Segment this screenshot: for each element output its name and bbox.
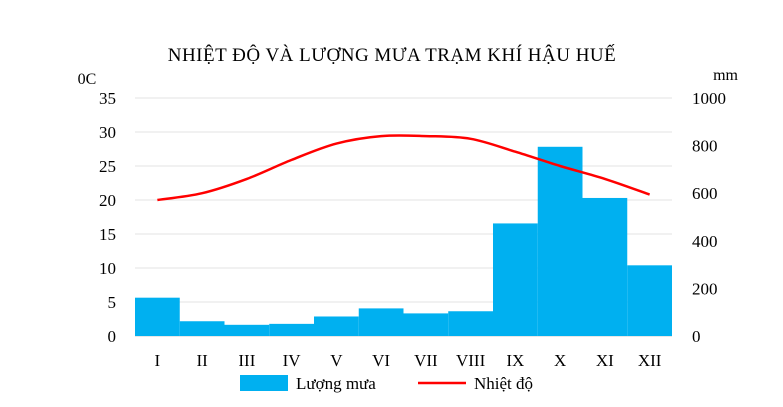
gridlines	[135, 97, 672, 337]
left-axis-tick-label: 15	[99, 225, 116, 244]
right-axis-tick-label: 800	[692, 137, 718, 156]
x-axis-category-label: XI	[596, 351, 614, 370]
right-axis-tick-label: 600	[692, 184, 718, 203]
x-axis-category-label: II	[196, 351, 208, 370]
x-axis-category-label: VII	[414, 351, 438, 370]
rainfall-bar	[493, 223, 538, 336]
x-axis-category-label: VI	[372, 351, 390, 370]
legend: Lượng mưa Nhiệt độ	[240, 374, 533, 393]
temperature-line-group	[157, 134, 651, 202]
x-axis-category-label: X	[554, 351, 566, 370]
temperature-line	[157, 134, 651, 202]
left-axis-unit-label: 0C	[78, 71, 97, 88]
x-axis-category-label: XII	[638, 351, 662, 370]
rainfall-bar	[448, 311, 493, 336]
left-axis-tick-label: 0	[108, 327, 117, 346]
rainfall-bar	[403, 313, 449, 336]
legend-rainfall-label: Lượng mưa	[296, 374, 376, 393]
rainfall-bar	[537, 146, 583, 336]
left-axis-tick-label: 30	[99, 123, 116, 142]
x-axis-category-label: VIII	[456, 351, 486, 370]
x-axis-category-label: IX	[506, 351, 524, 370]
x-axis-category-label: III	[238, 351, 255, 370]
left-axis-tick-label: 25	[99, 157, 116, 176]
rainfall-bar	[358, 308, 404, 336]
rainfall-bars	[135, 146, 672, 336]
rainfall-bar	[627, 265, 672, 336]
left-axis-tick-label: 10	[99, 259, 116, 278]
right-axis-unit-label: mm	[713, 67, 738, 84]
right-axis-tick-label: 1000	[692, 89, 726, 108]
x-axis-category-label: V	[330, 351, 343, 370]
right-axis-tick-label: 0	[692, 327, 701, 346]
x-axis-category-label: IV	[283, 351, 302, 370]
rainfall-bar	[135, 297, 180, 336]
legend-rainfall-swatch	[240, 375, 288, 391]
rainfall-bar	[269, 323, 314, 336]
rainfall-bar	[179, 321, 225, 336]
x-axis-category-label: I	[155, 351, 161, 370]
left-axis-tick-label: 20	[99, 191, 116, 210]
rainfall-bar	[314, 316, 359, 336]
right-axis-tick-label: 400	[692, 232, 718, 251]
left-axis-tick-label: 5	[108, 293, 117, 312]
left-axis-tick-label: 35	[99, 89, 116, 108]
chart-title: NHIỆT ĐỘ VÀ LƯỢNG MƯA TRẠM KHÍ HẬU HUẾ	[168, 44, 617, 66]
right-axis-tick-label: 200	[692, 279, 718, 298]
legend-temperature-label: Nhiệt độ	[474, 374, 533, 393]
rainfall-bar	[582, 197, 628, 336]
rainfall-bar	[224, 324, 270, 336]
